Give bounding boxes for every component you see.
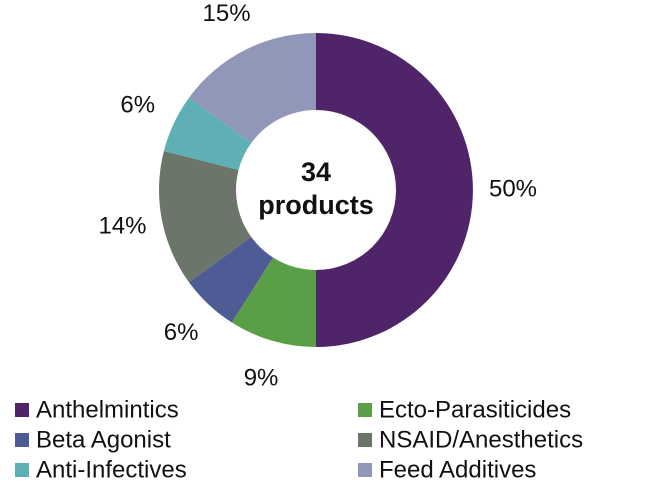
legend-swatch [358, 433, 372, 447]
legend-label: Anthelmintics [36, 396, 179, 423]
data-label: 9% [244, 365, 279, 392]
legend-swatch [15, 403, 29, 417]
legend-label: Beta Agonist [36, 426, 171, 453]
data-label: 6% [164, 319, 199, 346]
donut-slice [231, 257, 316, 347]
data-label: 50% [489, 175, 537, 202]
legend-label: NSAID/Anesthetics [379, 426, 583, 453]
data-label: 14% [98, 212, 146, 239]
legend-swatch [15, 433, 29, 447]
center-label: products [258, 190, 374, 220]
donut-slice [188, 33, 316, 143]
legend-swatch [358, 463, 372, 477]
legend-swatch [358, 403, 372, 417]
center-label: 34 [301, 157, 331, 187]
donut-slice [316, 33, 473, 347]
legend-label: Anti-Infectives [36, 456, 187, 483]
donut-slice [188, 237, 274, 323]
legend-label: Feed Additives [379, 456, 536, 483]
data-label: 15% [203, 0, 251, 27]
donut-slice [159, 150, 252, 283]
data-label: 6% [120, 91, 155, 118]
legend-label: Ecto-Parasiticides [379, 396, 571, 423]
legend-swatch [15, 463, 29, 477]
donut-slice [163, 97, 252, 171]
